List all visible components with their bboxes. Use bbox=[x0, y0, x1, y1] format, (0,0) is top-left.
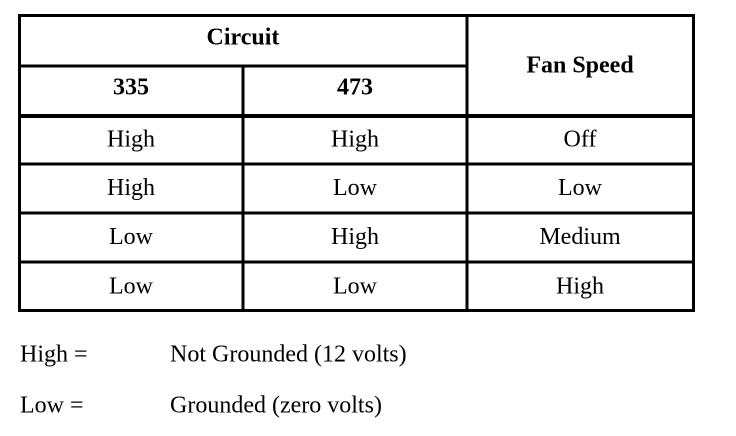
group-header: Circuit bbox=[207, 25, 280, 51]
table-cell: High bbox=[107, 127, 155, 153]
table-grid bbox=[18, 14, 695, 312]
column-header: 473 bbox=[337, 75, 373, 101]
table-cell: Low bbox=[109, 274, 154, 300]
table-cell: Medium bbox=[539, 224, 621, 250]
table-cell: Low bbox=[558, 175, 603, 201]
table-cell: High bbox=[107, 175, 155, 201]
table-body: High High Off High Low Low Low High Medium Low Low… bbox=[107, 127, 621, 300]
table-cell: Low bbox=[333, 274, 378, 300]
legend-term: High = bbox=[20, 342, 88, 368]
table-cell: Off bbox=[564, 127, 597, 153]
legend-definition: Grounded (zero volts) bbox=[170, 393, 382, 419]
column-header: 335 bbox=[113, 75, 149, 101]
legend-term: Low = bbox=[20, 393, 84, 419]
table-cell: Low bbox=[109, 224, 154, 250]
legend-definition: Not Grounded (12 volts) bbox=[170, 342, 407, 368]
table-cell: High bbox=[556, 274, 604, 300]
column-header: Fan Speed bbox=[526, 53, 634, 79]
table-cell: High bbox=[331, 224, 379, 250]
table-cell: Low bbox=[333, 175, 378, 201]
table-cell: High bbox=[331, 127, 379, 153]
